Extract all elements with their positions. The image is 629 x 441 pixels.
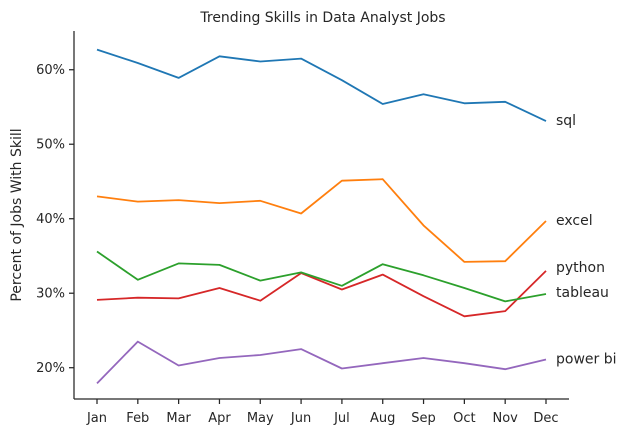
x-tick-label: Jul [333,411,350,426]
x-tick-label: Oct [453,411,475,426]
series-label-python: python [556,260,605,276]
y-tick-label: 30% [36,287,65,302]
x-tick-label: May [247,411,274,426]
y-tick-label: 40% [36,212,65,227]
series-label-sql: sql [556,113,576,129]
x-tick-label: Sep [411,411,436,426]
chart-title: Trending Skills in Data Analyst Jobs [199,10,445,26]
series-line-python [96,270,547,318]
axes: 20% 30% 40% 50% 60% Jan Feb Mar Apr May Jun Jul Aug S… [36,31,569,426]
series-label-excel: excel [556,213,593,229]
series-label-power-bi: power bi [556,352,617,368]
x-tick-label: Dec [533,411,558,426]
series-line-tableau [96,250,547,303]
series-group [96,48,547,385]
x-tick-label: Jan [86,411,107,426]
x-tick-label: Nov [492,411,518,426]
y-tick-label: 20% [36,361,65,376]
series-line-excel [96,178,547,263]
x-tick-label: Jun [290,411,311,426]
x-tick-label: Apr [208,411,231,426]
series-label-tableau: tableau [556,285,609,301]
x-tick-label: Feb [126,411,149,426]
series-line-sql [96,48,547,122]
y-axis-label: Percent of Jobs With Skill [9,128,25,301]
x-tick-label: Aug [370,411,395,426]
y-tick-label: 60% [36,63,65,78]
series-labels: sql excel python tableau power bi [556,113,617,367]
series-line-power-bi [96,340,547,385]
x-tick-label: Mar [166,411,191,426]
y-tick-label: 50% [36,138,65,153]
